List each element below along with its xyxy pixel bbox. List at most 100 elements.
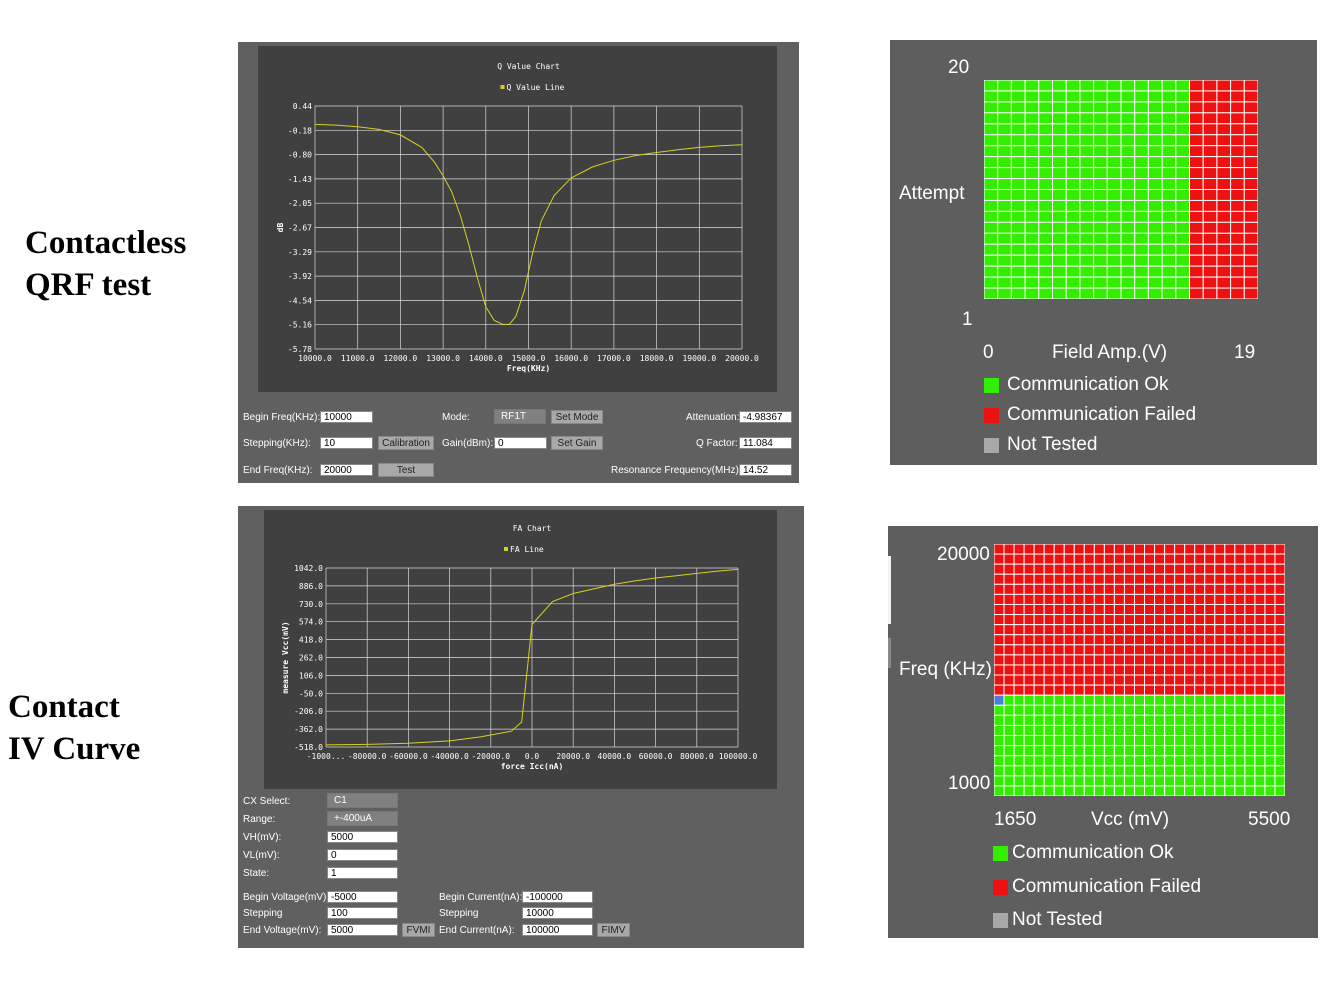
grid-cell-failed xyxy=(994,634,1005,646)
grid-cell-ok xyxy=(1174,714,1186,726)
grid-cell-failed xyxy=(1194,644,1206,656)
grid-cell-ok xyxy=(1164,765,1176,777)
q-factor-field[interactable]: 11.084 xyxy=(739,437,792,449)
grid-cell-failed xyxy=(1243,134,1258,147)
grid-cell-ok xyxy=(1065,189,1081,201)
grid-cell-ok xyxy=(1254,694,1266,706)
grid-cell-ok xyxy=(1133,765,1146,777)
grid-cell-ok xyxy=(1134,112,1149,125)
cx-select-dropdown[interactable]: C1 xyxy=(327,793,398,808)
grid-cell-ok xyxy=(1106,90,1122,103)
grid-cell-failed xyxy=(1023,573,1035,585)
grid-cell-failed xyxy=(1202,134,1218,147)
grid-cell-failed xyxy=(1214,664,1226,676)
grid-cell-ok xyxy=(1174,724,1186,737)
grid-cell-ok xyxy=(1079,276,1095,289)
begin-current-input[interactable]: -100000 xyxy=(522,891,593,903)
fimv-button[interactable]: FIMV xyxy=(597,923,630,937)
grid-cell-failed xyxy=(1073,614,1085,626)
grid-cell-failed xyxy=(1264,544,1276,555)
mode-select[interactable]: RF1T xyxy=(494,409,546,424)
grid-cell-failed xyxy=(1164,684,1176,696)
legend-not-tested-swatch xyxy=(984,438,999,453)
grid-cell-ok xyxy=(1065,123,1081,136)
end-current-input[interactable]: 100000 xyxy=(522,924,593,936)
grid-cell-failed xyxy=(1144,634,1156,646)
grid-cell-ok xyxy=(997,156,1012,169)
end-freq-input[interactable]: 20000 xyxy=(320,464,373,476)
fvmi-button[interactable]: FVMI xyxy=(402,923,435,937)
vh-input[interactable]: 5000 xyxy=(327,831,398,843)
grid-cell-failed xyxy=(994,563,1005,575)
grid-cell-ok xyxy=(1184,785,1196,796)
grid-cell-failed xyxy=(1216,287,1232,299)
attenuation-field[interactable]: -4.98367 xyxy=(739,411,792,423)
grid-cell-failed xyxy=(1254,684,1266,696)
grid-cell-ok xyxy=(1224,745,1236,757)
grid-cell-failed xyxy=(1083,634,1095,646)
grid-cell-failed xyxy=(1230,167,1245,180)
grid-cell-failed xyxy=(1243,80,1258,92)
set-gain-button[interactable]: Set Gain xyxy=(551,436,603,450)
grid-cell-ok xyxy=(1053,785,1065,796)
grid-cell-ok xyxy=(1214,714,1226,726)
stepping-input[interactable]: 10 xyxy=(320,437,373,449)
state-input[interactable]: 1 xyxy=(327,867,398,879)
end-voltage-input[interactable]: 5000 xyxy=(327,924,398,936)
grid-cell-ok xyxy=(1164,694,1176,706)
stepping-current-input[interactable]: 10000 xyxy=(522,907,593,919)
grid-cell-failed xyxy=(1123,614,1135,626)
begin-freq-input[interactable]: 10000 xyxy=(320,411,373,423)
grid-cell-ok xyxy=(1264,724,1276,737)
grid-cell-failed xyxy=(1216,134,1232,147)
grid-cell-ok xyxy=(1120,232,1136,245)
grid-cell-ok xyxy=(1113,714,1125,726)
grid-cell-failed xyxy=(1073,664,1085,676)
grid-cell-ok xyxy=(1103,755,1115,767)
set-mode-button[interactable]: Set Mode xyxy=(551,410,603,424)
grid-cell-failed xyxy=(1053,684,1065,696)
grid-cell-failed xyxy=(1230,189,1245,201)
grid-cell-ok xyxy=(1175,199,1191,212)
grid-cell-failed xyxy=(1133,583,1146,595)
grid-cell-ok xyxy=(1052,178,1067,191)
begin-voltage-input[interactable]: -5000 xyxy=(327,891,398,903)
x-tick-label: -60000.0 xyxy=(389,752,428,761)
vl-input[interactable]: 0 xyxy=(327,849,398,861)
grid-cell-ok xyxy=(1103,735,1115,747)
grid-cell-failed xyxy=(1224,603,1236,616)
range-dropdown[interactable]: +-400uA xyxy=(327,811,398,826)
grid-cell-ok xyxy=(1033,704,1045,716)
grid-cell-ok xyxy=(1003,775,1015,787)
grid-cell-ok xyxy=(1093,765,1105,777)
grid-cell-ok xyxy=(1010,178,1026,191)
grid-cell-ok xyxy=(1147,101,1163,114)
grid-cell-failed xyxy=(1154,664,1166,676)
grid-cell-failed xyxy=(1123,644,1135,656)
grid-cell-failed xyxy=(1123,664,1135,676)
calibration-button[interactable]: Calibration xyxy=(378,436,434,450)
grid-cell-failed xyxy=(1154,684,1166,696)
grid-cell-failed xyxy=(1123,634,1135,646)
grid-cell-failed xyxy=(1234,634,1246,646)
test-button[interactable]: Test xyxy=(378,463,434,477)
grid-cell-failed xyxy=(1204,634,1216,646)
grid-cell-ok xyxy=(997,178,1012,191)
resonance-frequency-field[interactable]: 14.52 xyxy=(739,464,792,476)
grid-cell-ok xyxy=(1164,704,1176,716)
y-tick-label: -206.0 xyxy=(294,707,323,716)
grid-cell-ok xyxy=(1053,714,1065,726)
grid-cell-failed xyxy=(1023,603,1035,616)
grid-cell-failed xyxy=(1184,674,1196,686)
grid-cell-failed xyxy=(1023,583,1035,595)
grid-cell-failed xyxy=(1202,123,1218,136)
grid-cell-ok xyxy=(1106,123,1122,136)
grid-cell-ok xyxy=(1106,199,1122,212)
stepping-voltage-input[interactable]: 100 xyxy=(327,907,398,919)
grid-cell-ok xyxy=(1103,775,1115,787)
grid-cell-ok xyxy=(1147,134,1163,147)
window-edge-artifact xyxy=(888,638,891,668)
gain-input[interactable]: 0 xyxy=(494,437,547,449)
grid-cell-ok xyxy=(1161,276,1177,289)
grid-cell-failed xyxy=(1214,624,1226,636)
